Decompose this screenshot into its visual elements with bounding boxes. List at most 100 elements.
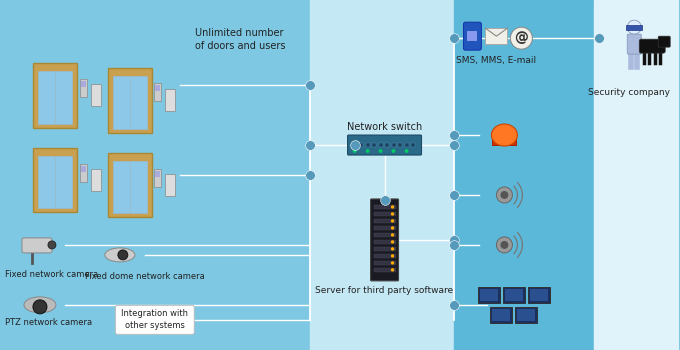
Bar bbox=[373, 212, 396, 216]
Bar bbox=[309, 0, 454, 350]
Circle shape bbox=[511, 27, 532, 49]
Text: Integration with
other systems: Integration with other systems bbox=[121, 309, 188, 330]
Circle shape bbox=[392, 213, 394, 215]
Circle shape bbox=[379, 150, 381, 152]
Text: PTZ network camera: PTZ network camera bbox=[5, 318, 92, 327]
Ellipse shape bbox=[492, 124, 517, 146]
Text: Unlimited number
of doors and users: Unlimited number of doors and users bbox=[194, 28, 286, 51]
Circle shape bbox=[392, 206, 394, 208]
FancyBboxPatch shape bbox=[347, 135, 422, 155]
Circle shape bbox=[392, 248, 394, 250]
Bar bbox=[528, 287, 550, 303]
FancyBboxPatch shape bbox=[486, 28, 507, 44]
Bar bbox=[490, 307, 513, 323]
Circle shape bbox=[392, 150, 394, 152]
Bar bbox=[481, 289, 498, 301]
Bar bbox=[113, 161, 147, 214]
Bar bbox=[91, 169, 101, 191]
Bar bbox=[405, 143, 409, 147]
Circle shape bbox=[496, 237, 513, 253]
Bar bbox=[373, 219, 396, 223]
Circle shape bbox=[392, 227, 394, 229]
Text: SMS, MMS, E-mail: SMS, MMS, E-mail bbox=[456, 56, 537, 65]
Bar bbox=[454, 0, 594, 350]
Text: Network switch: Network switch bbox=[347, 122, 422, 132]
Circle shape bbox=[118, 250, 128, 260]
FancyBboxPatch shape bbox=[371, 199, 398, 281]
Bar bbox=[82, 166, 86, 172]
Bar bbox=[373, 268, 396, 272]
Bar bbox=[373, 226, 396, 230]
Bar bbox=[165, 174, 175, 196]
Bar bbox=[398, 143, 402, 147]
Bar bbox=[373, 254, 396, 258]
Bar bbox=[38, 71, 72, 124]
Bar bbox=[82, 81, 86, 87]
Bar bbox=[373, 261, 396, 265]
FancyBboxPatch shape bbox=[639, 39, 665, 53]
Bar bbox=[80, 79, 88, 97]
Bar bbox=[108, 68, 152, 133]
Circle shape bbox=[354, 150, 356, 152]
FancyBboxPatch shape bbox=[658, 36, 670, 47]
Circle shape bbox=[48, 241, 56, 249]
Bar bbox=[517, 309, 535, 321]
Circle shape bbox=[405, 150, 408, 152]
Bar bbox=[373, 205, 396, 209]
Circle shape bbox=[392, 234, 394, 236]
Bar bbox=[530, 289, 548, 301]
Bar bbox=[113, 76, 147, 128]
Bar bbox=[594, 0, 679, 350]
Bar bbox=[503, 287, 526, 303]
Circle shape bbox=[367, 150, 369, 152]
Circle shape bbox=[500, 241, 509, 249]
Bar bbox=[505, 289, 524, 301]
Bar bbox=[0, 0, 309, 350]
FancyBboxPatch shape bbox=[22, 238, 52, 253]
Circle shape bbox=[496, 187, 513, 203]
Bar bbox=[33, 148, 77, 212]
Bar bbox=[91, 84, 101, 106]
Bar bbox=[373, 247, 396, 251]
Bar bbox=[372, 143, 376, 147]
Circle shape bbox=[33, 300, 47, 314]
Bar bbox=[154, 83, 161, 101]
Bar bbox=[385, 143, 389, 147]
Circle shape bbox=[392, 241, 394, 243]
Bar bbox=[359, 143, 363, 147]
Bar bbox=[379, 143, 383, 147]
Bar bbox=[80, 164, 88, 182]
Circle shape bbox=[392, 220, 394, 222]
Circle shape bbox=[627, 20, 641, 34]
FancyBboxPatch shape bbox=[626, 25, 642, 30]
Bar bbox=[479, 287, 500, 303]
Bar bbox=[366, 143, 369, 147]
Bar bbox=[155, 85, 160, 91]
Text: @: @ bbox=[515, 31, 528, 45]
FancyBboxPatch shape bbox=[627, 34, 641, 54]
Bar bbox=[108, 153, 152, 217]
Text: Fixed network camera: Fixed network camera bbox=[5, 270, 98, 279]
Bar bbox=[492, 137, 516, 145]
Text: Server for third party software: Server for third party software bbox=[316, 286, 454, 295]
Bar bbox=[165, 89, 175, 111]
Bar bbox=[515, 307, 537, 323]
Bar bbox=[467, 31, 477, 41]
Bar bbox=[392, 143, 396, 147]
Bar bbox=[38, 155, 72, 209]
Circle shape bbox=[392, 269, 394, 271]
Bar bbox=[154, 169, 161, 187]
Bar bbox=[33, 63, 77, 127]
Ellipse shape bbox=[105, 248, 135, 262]
Ellipse shape bbox=[24, 297, 56, 313]
Circle shape bbox=[392, 255, 394, 257]
FancyBboxPatch shape bbox=[116, 305, 194, 334]
Bar bbox=[373, 233, 396, 237]
Bar bbox=[411, 143, 415, 147]
Bar bbox=[353, 143, 356, 147]
Text: Security company: Security company bbox=[588, 88, 670, 97]
Bar bbox=[492, 309, 511, 321]
Circle shape bbox=[392, 262, 394, 264]
FancyBboxPatch shape bbox=[464, 22, 481, 50]
Text: Fixed dome network camera: Fixed dome network camera bbox=[85, 272, 205, 281]
